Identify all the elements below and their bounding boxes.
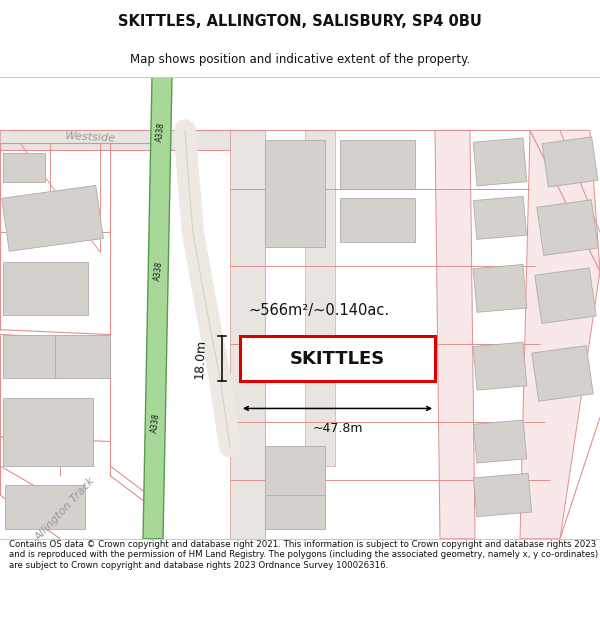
Text: Map shows position and indicative extent of the property.: Map shows position and indicative extent… [130,54,470,66]
Polygon shape [340,140,415,189]
Polygon shape [435,131,475,539]
Polygon shape [265,495,325,529]
Polygon shape [473,196,527,239]
Polygon shape [265,446,325,500]
Polygon shape [520,131,600,539]
Polygon shape [3,334,58,378]
Polygon shape [532,346,593,401]
Polygon shape [2,186,103,251]
Polygon shape [265,140,325,247]
Text: A338: A338 [155,122,167,142]
Text: A338: A338 [149,413,161,434]
Polygon shape [473,138,527,186]
Polygon shape [305,131,335,466]
Text: Contains OS data © Crown copyright and database right 2021. This information is : Contains OS data © Crown copyright and d… [9,540,598,570]
Polygon shape [0,131,230,150]
Polygon shape [3,262,88,315]
Polygon shape [143,77,172,539]
Polygon shape [3,152,45,182]
Text: SKITTLES: SKITTLES [290,350,385,368]
Text: 18.0m: 18.0m [193,339,208,379]
Polygon shape [230,131,265,539]
Text: Westside: Westside [64,131,116,144]
Text: ~47.8m: ~47.8m [312,422,363,435]
Polygon shape [5,485,85,529]
Polygon shape [473,264,527,312]
Bar [240,336,435,381]
Polygon shape [473,420,527,463]
Polygon shape [473,342,527,390]
Polygon shape [340,198,415,242]
Text: SKITTLES, ALLINGTON, SALISBURY, SP4 0BU: SKITTLES, ALLINGTON, SALISBURY, SP4 0BU [118,14,482,29]
Polygon shape [537,200,598,256]
Polygon shape [473,473,532,517]
Polygon shape [535,268,596,324]
Text: Allington Track: Allington Track [33,476,97,543]
Polygon shape [542,137,598,187]
Polygon shape [3,398,93,466]
Polygon shape [55,334,110,378]
Text: A338: A338 [152,261,164,281]
Text: ~566m²/~0.140ac.: ~566m²/~0.140ac. [248,302,389,318]
